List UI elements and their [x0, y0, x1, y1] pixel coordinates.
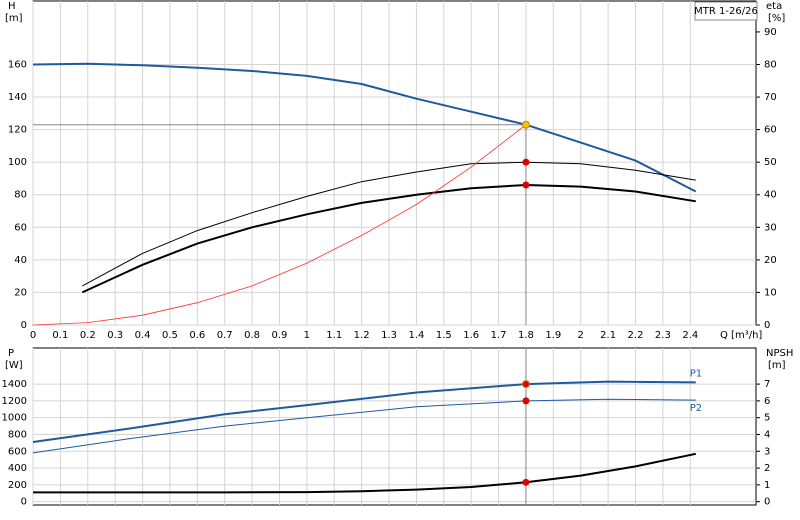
y-tick-label: 0	[21, 320, 27, 331]
y2-tick-label: 2	[764, 463, 770, 474]
curve	[81, 183, 696, 294]
y2-tick-label: 40	[764, 190, 777, 201]
duty-marker	[522, 181, 530, 189]
y-tick-label: 20	[14, 287, 27, 298]
x-axis-label: Q [m³/h]	[720, 330, 762, 341]
curve	[82, 161, 696, 287]
x-tick-label: 0.9	[272, 330, 288, 341]
y-tick-label: 400	[8, 463, 27, 474]
y2-tick-label: 70	[764, 92, 777, 103]
y2-tick-label: 6	[764, 396, 770, 407]
x-tick-label: 0.3	[107, 330, 123, 341]
x-tick-label: 0.8	[244, 330, 260, 341]
x-tick-label: 0	[30, 330, 36, 341]
y-tick-label: 80	[14, 190, 27, 201]
x-tick-label: 0.2	[80, 330, 96, 341]
title-box	[694, 1, 758, 21]
x-tick-label: 2.1	[600, 330, 616, 341]
chart-title: MTR 1-26/26	[694, 6, 758, 17]
y2-tick-label: 30	[764, 222, 777, 233]
y2-tick-label: 10	[764, 287, 777, 298]
y-tick-label: 1000	[2, 413, 27, 424]
y2-tick-label: 60	[764, 125, 777, 136]
x-tick-label: 1.2	[354, 330, 370, 341]
curve-label: P1	[690, 368, 702, 379]
y-tick-label: 1400	[2, 379, 27, 390]
y-tick-label: 0	[21, 497, 27, 508]
curve	[32, 398, 696, 454]
x-tick-label: 0.4	[135, 330, 151, 341]
x-tick-label: 1.3	[381, 330, 397, 341]
y-tick-label: 60	[14, 222, 27, 233]
y2-tick-label: 50	[764, 157, 777, 168]
y-tick-label: 1200	[2, 396, 27, 407]
x-tick-label: 1.5	[436, 330, 452, 341]
y2-tick-label: 0	[764, 320, 770, 331]
y-axis-label: H	[8, 1, 16, 12]
y-tick-label: 140	[8, 92, 27, 103]
plot-area	[32, 0, 757, 326]
x-tick-label: 0.6	[189, 330, 205, 341]
curve	[32, 62, 697, 193]
curve-label: P2	[690, 403, 702, 414]
y-tick-label: 200	[8, 480, 27, 491]
y-tick-label: 100	[8, 157, 27, 168]
y-axis-label: P	[8, 348, 14, 359]
y2-tick-label: 80	[764, 59, 777, 70]
y-axis-unit: [W]	[5, 360, 23, 371]
x-tick-label: 0.1	[52, 330, 68, 341]
x-tick-label: 1.1	[326, 330, 342, 341]
x-tick-label: 1.6	[463, 330, 479, 341]
curve	[33, 452, 697, 494]
y-tick-label: 600	[8, 446, 27, 457]
y-axis-unit: [m]	[5, 13, 23, 24]
curve	[32, 124, 527, 326]
y-tick-label: 40	[14, 255, 27, 266]
y-tick-label: 160	[8, 59, 27, 70]
x-tick-label: 2.2	[628, 330, 644, 341]
duty-marker	[522, 397, 530, 405]
x-tick-label: 2	[578, 330, 584, 341]
y2-tick-label: 1	[764, 480, 770, 491]
x-tick-label: 1.9	[545, 330, 561, 341]
duty-marker	[522, 158, 530, 166]
x-tick-label: 0.7	[217, 330, 233, 341]
y2-tick-label: 90	[764, 27, 777, 38]
x-tick-label: 1.4	[408, 330, 424, 341]
x-tick-label: 1.8	[518, 330, 534, 341]
duty-marker	[521, 120, 530, 129]
y-tick-label: 120	[8, 125, 27, 136]
y2-axis-unit: [%]	[768, 13, 785, 24]
x-tick-label: 2.4	[682, 330, 698, 341]
y2-tick-label: 20	[764, 255, 777, 266]
y2-tick-label: 4	[764, 429, 770, 440]
y2-tick-label: 0	[764, 497, 770, 508]
y2-axis-label: eta	[766, 1, 782, 12]
y2-tick-label: 7	[764, 379, 770, 390]
y2-axis-label: NPSH	[766, 348, 793, 359]
duty-marker	[521, 380, 530, 389]
x-tick-label: 1.7	[491, 330, 507, 341]
curve	[32, 380, 696, 443]
y-tick-label: 800	[8, 429, 27, 440]
x-tick-label: 1	[304, 330, 310, 341]
y2-axis-unit: [m]	[768, 360, 786, 371]
duty-marker	[522, 478, 530, 486]
x-tick-label: 0.5	[162, 330, 178, 341]
y2-tick-label: 5	[764, 413, 770, 424]
y2-tick-label: 3	[764, 446, 770, 457]
x-tick-label: 2.3	[655, 330, 671, 341]
